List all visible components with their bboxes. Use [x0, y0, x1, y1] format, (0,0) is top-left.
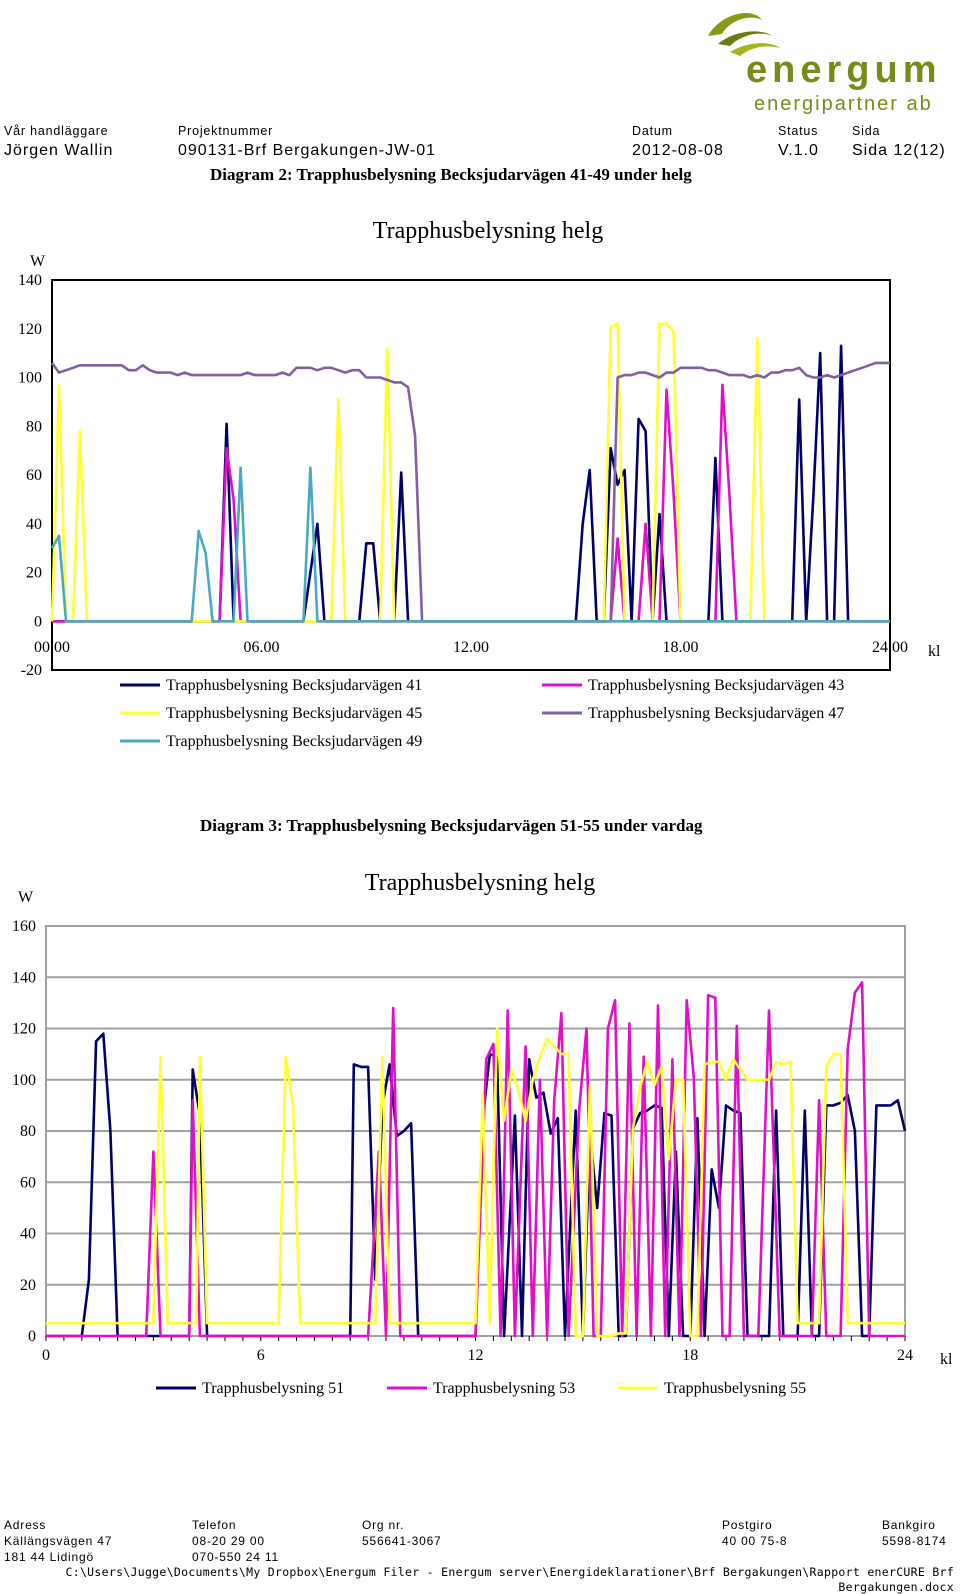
logo-name: energum: [746, 49, 941, 91]
y-tick-label: 40: [20, 1226, 36, 1243]
footer-telefon-line2: 070-550 24 11: [192, 1550, 279, 1564]
y-tick-label: 120: [18, 321, 42, 338]
legend-label-1: Trapphusbelysning 51: [202, 1380, 344, 1397]
x-tick-label: 12.00: [453, 639, 489, 656]
y-tick-label: 120: [12, 1021, 36, 1038]
diagram2-caption: Diagram 2: Trapphusbelysning Becksjudarv…: [210, 165, 692, 184]
x-axis-label: kl: [928, 643, 941, 660]
legend-label-3: Trapphusbelysning Becksjudarvägen 45: [166, 705, 422, 722]
y-tick-label: 140: [12, 969, 36, 986]
chart-2: Trapphusbelysning helgWkl020406080100120…: [12, 870, 953, 1397]
y-tick-label: 100: [18, 370, 42, 387]
plot-area: [51, 279, 891, 671]
logo-tagline: energipartner ab: [754, 93, 933, 115]
footer-file-name: Bergakungen.docx: [838, 1580, 954, 1594]
header-value-projektnummer: 090131-Brf Bergakungen-JW-01: [178, 142, 437, 159]
series-line-5: [50, 466, 890, 623]
series-line-3: [50, 322, 890, 623]
footer-label-bankgiro: Bankgiro: [882, 1518, 936, 1532]
legend-label-5: Trapphusbelysning Becksjudarvägen 49: [166, 733, 422, 750]
y-axis-label: W: [18, 889, 34, 906]
x-tick-label: 00.00: [34, 639, 70, 656]
energum-logo: energum energipartner ab: [708, 13, 941, 115]
y-tick-label: 160: [12, 918, 36, 935]
legend-label-2: Trapphusbelysning 53: [433, 1380, 575, 1397]
header-label-sida: Sida: [852, 124, 881, 138]
header-value-handlaggare: Jörgen Wallin: [4, 142, 114, 159]
chart-1: Trapphusbelysning helg Wkl -20 0 20 40 60 80 100…: [18, 218, 941, 750]
footer-label-adress: Adress: [4, 1518, 47, 1532]
header-label-projektnummer: Projektnummer: [178, 124, 274, 138]
y-tick-label: 140: [18, 272, 42, 289]
series-line-2: [46, 981, 905, 1338]
x-tick-label: 18.00: [663, 639, 699, 656]
header-value-status: V.1.0: [778, 142, 819, 159]
header-value-datum: 2012-08-08: [632, 142, 724, 159]
y-tick-label: 0: [28, 1328, 36, 1345]
footer-orgnr: 556641-3067: [362, 1534, 442, 1548]
x-tick-label: 06.00: [244, 639, 280, 656]
series-line-1: [46, 1032, 907, 1338]
legend-label-2: Trapphusbelysning Becksjudarvägen 43: [588, 677, 844, 694]
y-tick-label: 40: [26, 516, 42, 533]
footer-adress-line1: Källängsvägen 47: [4, 1534, 113, 1548]
legend-label-3: Trapphusbelysning 55: [664, 1380, 806, 1397]
header-value-sida: Sida 12(12): [852, 142, 946, 159]
chart-title: Trapphusbelysning helg: [373, 218, 603, 244]
footer-telefon-line1: 08-20 29 00: [192, 1534, 265, 1548]
x-tick-label: 6: [257, 1347, 265, 1364]
header-label-status: Status: [778, 124, 819, 138]
legend-label-4: Trapphusbelysning Becksjudarvägen 47: [588, 705, 844, 722]
y-tick-label: 80: [20, 1123, 36, 1140]
x-tick-label: 24: [897, 1347, 913, 1364]
footer-label-orgnr: Org nr.: [362, 1518, 405, 1532]
footer-postgiro: 40 00 75-8: [722, 1534, 788, 1548]
x-tick-label: 12: [468, 1347, 484, 1364]
y-tick-label: 20: [20, 1277, 36, 1294]
y-tick-label: 20: [26, 565, 42, 582]
footer-label-postgiro: Postgiro: [722, 1518, 773, 1532]
header-label-handlaggare: Vår handläggare: [4, 124, 109, 138]
y-tick-label: 100: [12, 1072, 36, 1089]
y-tick-label: 60: [26, 467, 42, 484]
footer-label-telefon: Telefon: [192, 1518, 237, 1532]
x-tick-label: 0: [42, 1347, 50, 1364]
chart-title: Trapphusbelysning helg: [365, 870, 595, 896]
x-tick-label: 18: [682, 1347, 698, 1364]
y-tick-label: -20: [21, 662, 42, 679]
y-tick-label: 80: [26, 418, 42, 435]
x-axis-label: kl: [940, 1351, 953, 1368]
diagram3-caption: Diagram 3: Trapphusbelysning Becksjudarv…: [200, 816, 703, 835]
footer-bankgiro: 5598-8174: [882, 1534, 947, 1548]
logo-swirl-icon: [708, 13, 780, 56]
y-tick-label: 0: [34, 613, 42, 630]
legend-label-1: Trapphusbelysning Becksjudarvägen 41: [166, 677, 422, 694]
x-tick-label: 24.00: [872, 639, 908, 656]
y-tick-label: 60: [20, 1174, 36, 1191]
footer-adress-line2: 181 44 Lidingö: [4, 1550, 94, 1564]
series-line-3: [46, 1027, 905, 1338]
footer-file-path: C:\Users\Jugge\Documents\My Dropbox\Ener…: [65, 1565, 954, 1579]
header-label-datum: Datum: [632, 124, 673, 138]
y-axis-label: W: [30, 253, 46, 270]
